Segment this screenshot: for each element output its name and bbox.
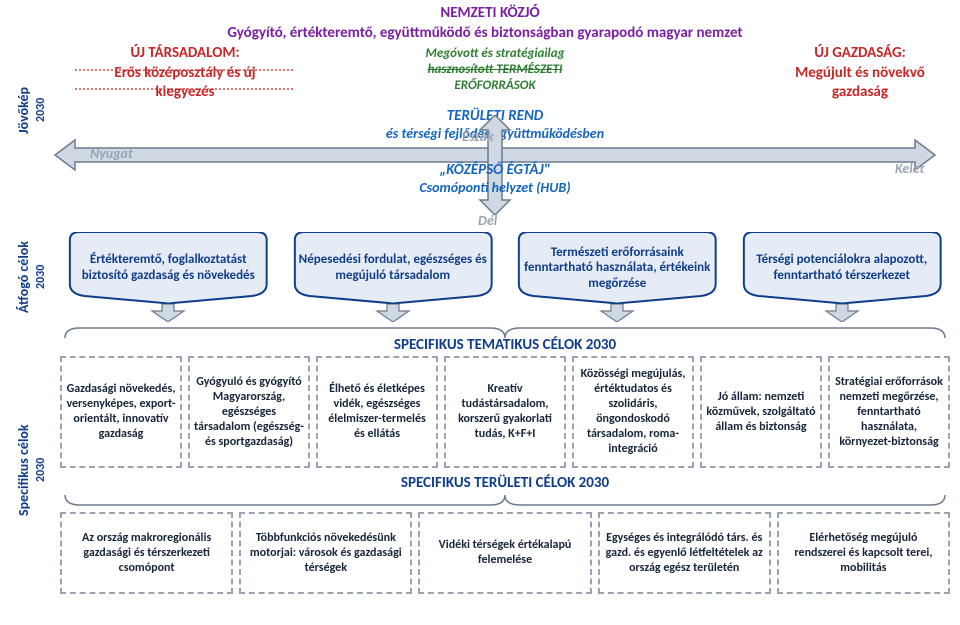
title-nemzeti-kozjo: NEMZETI KÖZJÓ [300, 4, 680, 22]
title-sub: Gyógyító, értékteremtő, együttműködő és … [170, 24, 800, 42]
atfogo-box-1: Értékteremtő, foglalkoztatást biztosító … [60, 232, 277, 304]
dir-n: Észak [462, 128, 494, 145]
atfogo-box-3: Természeti erőforrásaink fenntartható ha… [509, 232, 726, 304]
spec2-box-1: Az ország makroregionális gazdasági és t… [60, 512, 233, 594]
vlabel-jovokep: Jövőkép2030 [15, 40, 49, 180]
spec1-box-5: Közösségi megújulás, értéktudatos és szo… [572, 356, 694, 468]
spec1-box-3: Élhető és életképes vidék, egészséges él… [316, 356, 438, 468]
green-line-c: ERŐFORRÁSOK [370, 78, 620, 93]
spec2-box-4: Egységes és integrálódó társ. és gazd. é… [598, 512, 771, 594]
spec-title-1: SPECIFIKUS TEMATIKUS CÉLOK 2030 [60, 336, 950, 354]
spec1-box-4: Kreatív tudástársadalom, korszerű gyakor… [444, 356, 566, 468]
spec2-box-3: Vidéki térségek értékalapú felemelése [418, 512, 591, 594]
spec1-box-1: Gazdasági növekedés, versenyképes, expor… [60, 356, 182, 468]
spec2-box-2: Többfunkciós növekedésünk motorjai: váro… [239, 512, 412, 594]
blue-c: „KÖZÉPSŐ ÉGTÁJ" [370, 161, 620, 179]
vlabel-specifikus: Specifikus célok2030 [15, 350, 49, 590]
vlabel-atfogo: Átfogó célok2030 [15, 232, 49, 322]
atfogo-row: Értékteremtő, foglalkoztatást biztosító … [60, 232, 950, 304]
strike-left [70, 55, 300, 115]
spec1-box-2: Gyógyuló és gyógyító Magyarország, egész… [188, 356, 310, 468]
spec1-box-6: Jó állam: nemzeti közművek, szolgáltató … [700, 356, 822, 468]
blue-d: Csomóponti helyzet (HUB) [370, 179, 620, 196]
dir-w: Nyugat [90, 145, 133, 162]
atfogo-box-2: Népesedési fordulat, egészséges és megúj… [285, 232, 502, 304]
spec-row-1: Gazdasági növekedés, versenyképes, expor… [60, 356, 950, 468]
green-line-a: Megóvott és stratégiailag [370, 46, 620, 61]
green-line-b: hasznosított TERMÉSZETI [370, 62, 620, 77]
spec-row-2: Az ország makroregionális gazdasági és t… [60, 512, 950, 594]
brace-bottom [60, 494, 950, 506]
atfogo-box-4: Térségi potenciálokra alapozott, fenntar… [734, 232, 951, 304]
spec1-box-7: Stratégiai erőforrások nemzeti megőrzése… [828, 356, 950, 468]
corner-right: ÚJ GAZDASÁG:Megújult és növekvőgazdaság [770, 44, 950, 103]
spec-title-2: SPECIFIKUS TERÜLETI CÉLOK 2030 [60, 474, 950, 492]
dir-s: Dél [478, 212, 497, 229]
spec2-box-5: Elérhetőség megújuló rendszerei és kapcs… [777, 512, 950, 594]
dir-e: Kelet [895, 160, 924, 177]
